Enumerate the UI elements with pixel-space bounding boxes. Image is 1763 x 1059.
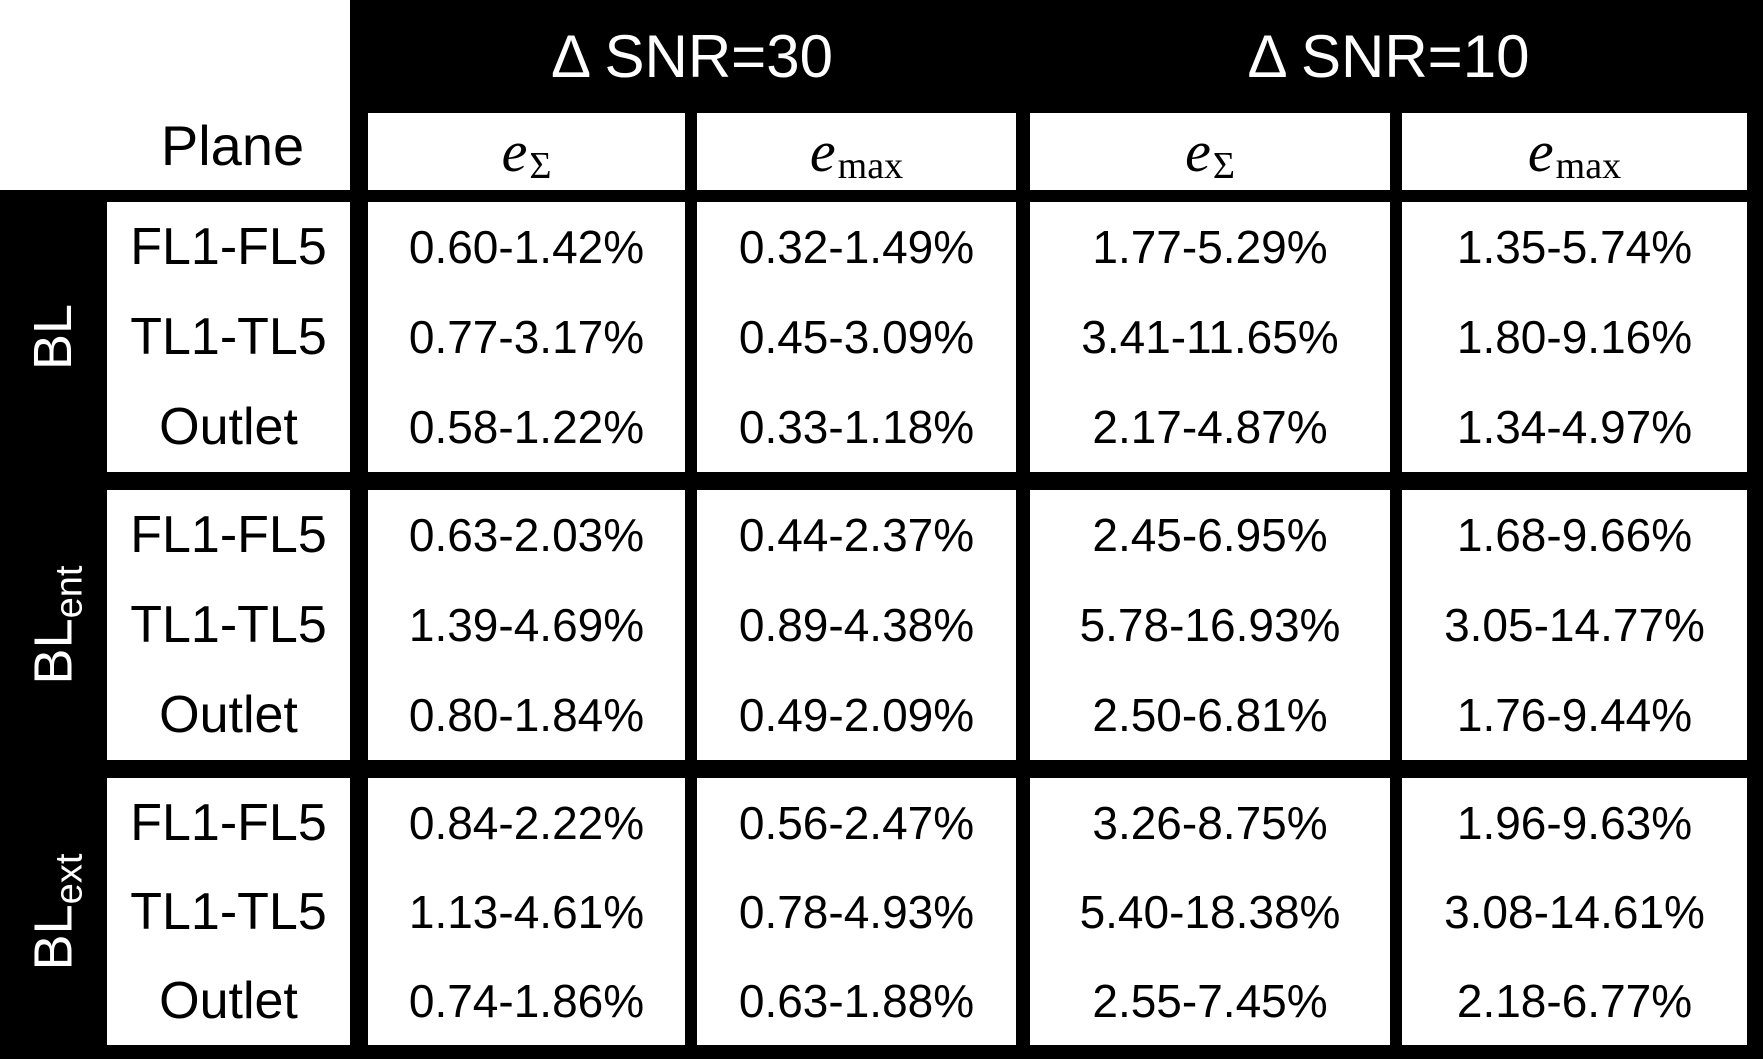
plane-name: Outlet [159, 971, 298, 1030]
values-bl-esigma-snr30: 0.60-1.42% 0.77-3.17% 0.58-1.22% [368, 202, 685, 472]
value-cell: 1.68-9.66% [1456, 509, 1693, 561]
value-cell: 3.05-14.77% [1444, 599, 1705, 651]
value-cell: 0.77-3.17% [408, 311, 645, 363]
plane-name: Outlet [159, 398, 298, 456]
plane-name: FL1-FL5 [130, 793, 327, 852]
group-base: BL [23, 903, 84, 970]
values-bl-esigma-snr10: 1.77-5.29% 3.41-11.65% 2.17-4.87% [1030, 202, 1390, 472]
value-cell: 0.60-1.42% [408, 221, 645, 273]
plane-names-bl: FL1-FL5 TL1-TL5 Outlet [107, 202, 350, 472]
value-cell: 0.32-1.49% [738, 221, 975, 273]
values-bl-ent-emax-snr30: 0.44-2.37% 0.89-4.38% 0.49-2.09% [697, 490, 1016, 760]
e-symbol: e [1185, 118, 1211, 184]
plane-column-header: Plane [160, 114, 305, 177]
plane-name: TL1-TL5 [130, 308, 327, 366]
value-cell: 1.13-4.61% [408, 885, 645, 938]
subheader-e-max-snr30: e max [697, 113, 1016, 190]
value-cell: 2.18-6.77% [1456, 974, 1693, 1027]
value-cell: 0.45-3.09% [738, 311, 975, 363]
value-cell: 0.84-2.22% [408, 796, 645, 849]
value-cell: 1.34-4.97% [1456, 401, 1693, 453]
plane-names-bl-ent: FL1-FL5 TL1-TL5 Outlet [107, 490, 350, 760]
values-bl-ent-esigma-snr30: 0.63-2.03% 1.39-4.69% 0.80-1.84% [368, 490, 685, 760]
values-bl-ext-esigma-snr30: 0.84-2.22% 1.13-4.61% 0.74-1.86% [368, 778, 685, 1045]
value-cell: 1.80-9.16% [1456, 311, 1693, 363]
value-cell: 0.89-4.38% [738, 599, 975, 651]
plane-name: FL1-FL5 [130, 218, 327, 276]
value-cell: 1.77-5.29% [1092, 221, 1328, 273]
value-cell: 5.78-16.93% [1079, 599, 1341, 651]
values-bl-ext-emax-snr10: 1.96-9.63% 3.08-14.61% 2.18-6.77% [1402, 778, 1747, 1045]
value-cell: 2.17-4.87% [1092, 401, 1328, 453]
rotated-label: BLext [23, 853, 91, 970]
rotated-label: BL [23, 303, 84, 371]
group-label-bl: BL [0, 202, 107, 472]
values-bl-ext-emax-snr30: 0.56-2.47% 0.78-4.93% 0.63-1.88% [697, 778, 1016, 1045]
e-subscript: max [1555, 144, 1622, 187]
value-cell: 0.56-2.47% [738, 796, 975, 849]
plane-name: TL1-TL5 [130, 882, 327, 941]
value-cell: 2.45-6.95% [1092, 509, 1328, 561]
value-cell: 2.50-6.81% [1092, 689, 1328, 741]
value-cell: 5.40-18.38% [1079, 885, 1341, 938]
snr30-group-header: Δ SNR=30 [551, 22, 833, 90]
value-cell: 0.78-4.93% [738, 885, 975, 938]
value-cell: 0.80-1.84% [408, 689, 645, 741]
value-cell: 0.44-2.37% [738, 509, 975, 561]
e-symbol: e [809, 118, 836, 184]
e-subscript: Σ [529, 144, 552, 187]
e-symbol: e [1527, 118, 1554, 184]
value-cell: 3.08-14.61% [1444, 885, 1705, 938]
snr10-group-header: Δ SNR=10 [1247, 22, 1530, 90]
value-cell: 1.76-9.44% [1456, 689, 1693, 741]
value-cell: 0.58-1.22% [408, 401, 645, 453]
plane-name: TL1-TL5 [130, 596, 327, 654]
group-base: BL [23, 618, 84, 685]
value-cell: 0.63-2.03% [408, 509, 645, 561]
value-cell: 0.33-1.18% [738, 401, 975, 453]
values-bl-emax-snr10: 1.35-5.74% 1.80-9.16% 1.34-4.97% [1402, 202, 1747, 472]
value-cell: 0.49-2.09% [738, 689, 975, 741]
group-subscript: ext [48, 853, 91, 904]
value-cell: 1.39-4.69% [408, 599, 645, 651]
values-bl-ent-esigma-snr10: 2.45-6.95% 5.78-16.93% 2.50-6.81% [1030, 490, 1390, 760]
value-cell: 0.74-1.86% [408, 974, 645, 1027]
value-cell: 1.96-9.63% [1456, 796, 1693, 849]
value-cell: 2.55-7.45% [1092, 974, 1328, 1027]
value-cell: 3.41-11.65% [1081, 311, 1339, 363]
values-bl-ent-emax-snr10: 1.68-9.66% 3.05-14.77% 1.76-9.44% [1402, 490, 1747, 760]
plane-header-cell: Plane [0, 0, 350, 190]
e-symbol: e [501, 118, 528, 184]
group-subscript: ent [48, 565, 91, 619]
plane-name: Outlet [159, 686, 298, 744]
plane-names-bl-ext: FL1-FL5 TL1-TL5 Outlet [107, 778, 350, 1045]
rotated-label: BLent [23, 566, 91, 685]
group-label-bl-ent: BLent [0, 490, 107, 760]
subheader-e-max-snr10: e max [1402, 113, 1747, 190]
e-subscript: max [837, 144, 904, 187]
group-base: BL [23, 303, 84, 371]
value-cell: 1.35-5.74% [1456, 221, 1693, 273]
value-cell: 0.63-1.88% [738, 974, 975, 1027]
values-bl-ext-esigma-snr10: 3.26-8.75% 5.40-18.38% 2.55-7.45% [1030, 778, 1390, 1045]
e-subscript: Σ [1212, 144, 1235, 187]
value-cell: 3.26-8.75% [1092, 796, 1328, 849]
plane-name: FL1-FL5 [130, 506, 327, 564]
group-label-bl-ext: BLext [0, 778, 107, 1045]
values-bl-emax-snr30: 0.32-1.49% 0.45-3.09% 0.33-1.18% [697, 202, 1016, 472]
